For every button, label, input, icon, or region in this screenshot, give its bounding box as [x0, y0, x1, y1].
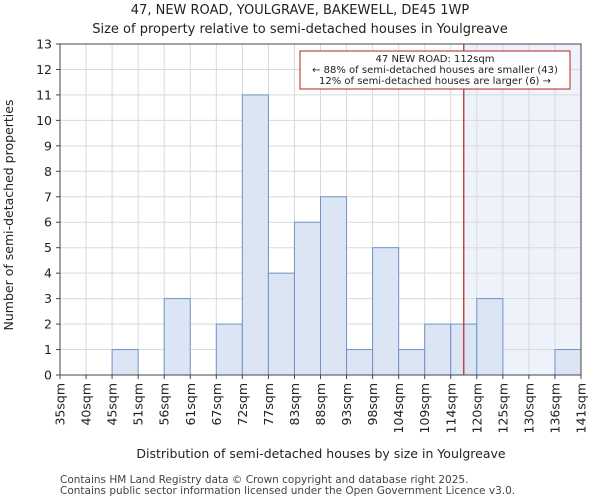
x-tick-label: 141sqm [574, 383, 589, 433]
y-axis-label: Number of semi-detached properties [1, 100, 16, 331]
x-tick-label: 109sqm [417, 383, 432, 433]
x-tick-label: 35sqm [53, 383, 68, 426]
y-tick-label: 9 [44, 138, 52, 153]
chart-title-line1: 47, NEW ROAD, YOULGRAVE, BAKEWELL, DE45 … [131, 3, 470, 18]
bar [267, 272, 295, 376]
bar [424, 323, 452, 376]
chart-title-line2: Size of property relative to semi-detach… [92, 22, 508, 37]
bar [372, 247, 400, 376]
annotation-line1: 47 NEW ROAD: 112sqm [376, 54, 495, 65]
bar [398, 349, 426, 376]
x-tick-label: 136sqm [547, 383, 562, 433]
y-tick-label: 4 [44, 266, 52, 281]
y-tick-label: 1 [44, 342, 52, 357]
x-tick-label: 125sqm [495, 383, 510, 433]
bar [320, 196, 348, 376]
bar [163, 298, 191, 376]
y-tick-label: 5 [44, 240, 52, 255]
x-tick-label: 40sqm [79, 383, 94, 426]
y-tick-label: 12 [36, 62, 52, 77]
x-tick-label: 51sqm [131, 383, 146, 426]
x-tick-label: 67sqm [209, 383, 224, 426]
x-tick-label: 104sqm [391, 383, 406, 433]
y-tick-label: 8 [44, 164, 52, 179]
x-tick-label: 93sqm [339, 383, 354, 426]
y-tick-label: 7 [44, 189, 52, 204]
x-tick-label: 83sqm [287, 383, 302, 426]
x-tick-label: 114sqm [443, 383, 458, 433]
x-tick-label: 61sqm [183, 383, 198, 426]
annotation: 47 NEW ROAD: 112sqm ← 88% of semi-detach… [299, 50, 571, 90]
x-tick-label: 120sqm [469, 383, 484, 433]
x-tick-label: 77sqm [261, 383, 276, 426]
bar [111, 349, 139, 376]
bar [476, 298, 504, 376]
y-tick-label: 10 [36, 113, 52, 128]
bar [554, 349, 582, 376]
annotation-line3: 12% of semi-detached houses are larger (… [319, 76, 551, 87]
x-tick-label: 98sqm [365, 383, 380, 426]
x-tick-label: 56sqm [157, 383, 172, 426]
x-tick-label: 72sqm [235, 383, 250, 426]
footer-line2: Contains public sector information licen… [60, 485, 515, 497]
y-tick-label: 11 [36, 87, 52, 102]
y-tick-label: 3 [44, 291, 52, 306]
footer-line1: Contains HM Land Registry data © Crown c… [60, 474, 468, 486]
x-ticks: 35sqm 40sqm 45sqm 51sqm 56sqm 61sqm 67sqm 72sqm… [53, 375, 589, 433]
y-tick-label: 0 [44, 368, 52, 383]
bar [346, 349, 374, 376]
bar [241, 94, 269, 376]
x-axis-label: Distribution of semi-detached houses by … [136, 446, 505, 461]
bar [215, 323, 243, 376]
y-tick-label: 2 [44, 317, 52, 332]
y-tick-label: 13 [36, 37, 52, 52]
bar [293, 221, 322, 376]
x-tick-label: 45sqm [105, 383, 120, 426]
y-tick-label: 6 [44, 215, 52, 230]
annotation-line2: ← 88% of semi-detached houses are smalle… [312, 65, 558, 76]
annotation-box [299, 50, 571, 90]
x-tick-label: 130sqm [521, 383, 536, 433]
x-tick-label: 88sqm [313, 383, 328, 426]
